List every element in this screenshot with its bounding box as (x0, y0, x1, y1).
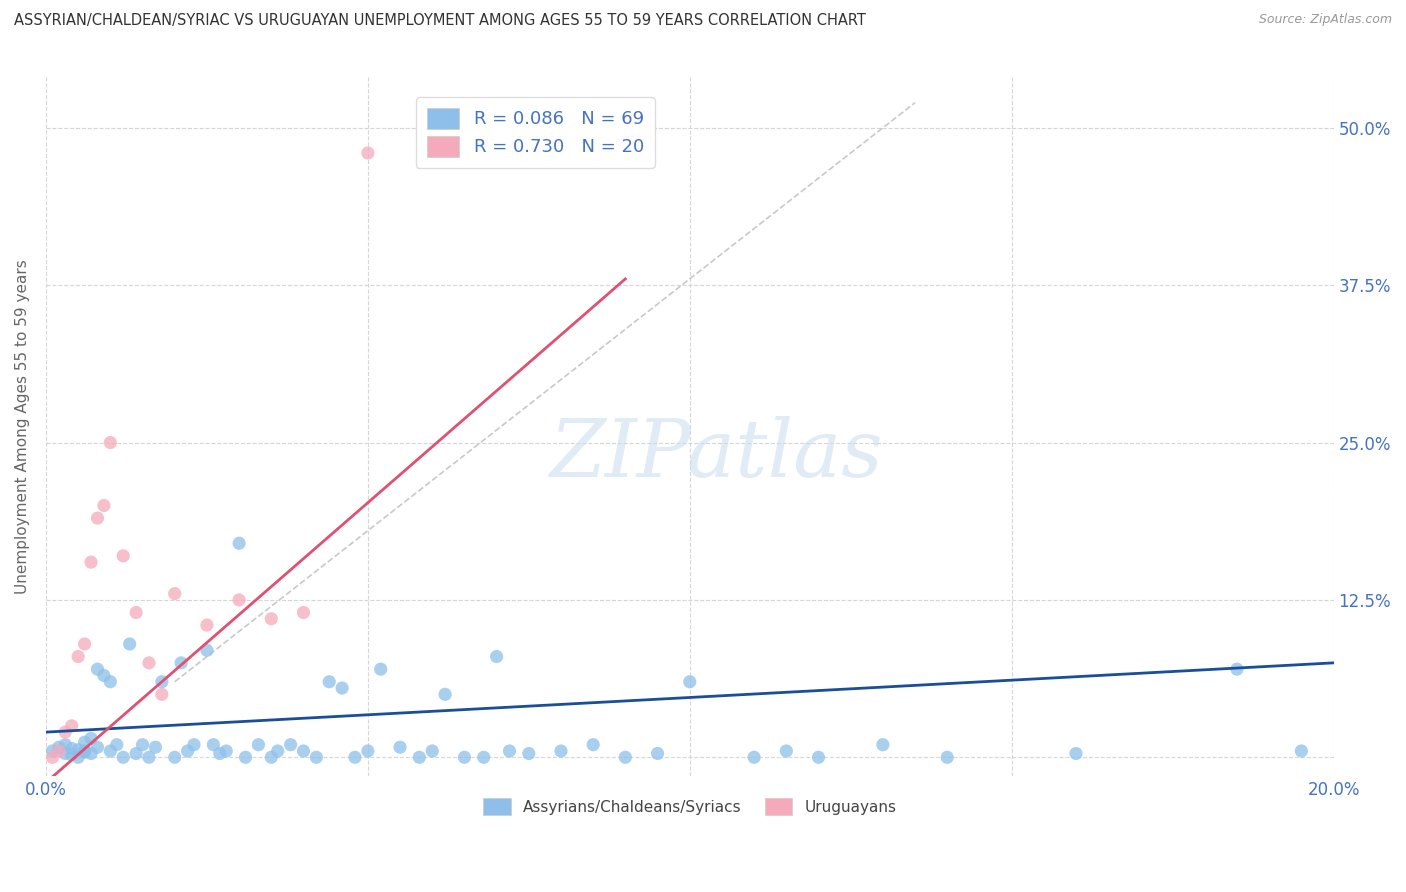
Point (86, 511, 108, 525)
Point (48, 744, 70, 758)
Point (98, 674, 121, 689)
Point (292, 744, 315, 758)
Point (67, 649, 90, 664)
Point (73, 735, 96, 749)
Point (742, 750, 765, 764)
Point (357, 146, 380, 161)
Point (80, 747, 103, 761)
Point (105, 738, 128, 752)
Point (498, 744, 520, 758)
Point (125, 747, 148, 761)
Point (176, 744, 198, 758)
Point (60, 747, 83, 762)
Point (517, 747, 540, 761)
Point (60, 719, 83, 733)
Point (235, 750, 257, 764)
Point (647, 747, 669, 761)
Point (260, 612, 283, 626)
Point (86, 662, 108, 676)
Point (41, 744, 63, 758)
Point (582, 738, 605, 752)
Legend: Assyrians/Chaldeans/Syriacs, Uruguayans: Assyrians/Chaldeans/Syriacs, Uruguayans (474, 789, 905, 824)
Point (280, 738, 302, 752)
Point (125, 606, 148, 620)
Text: Source: ZipAtlas.com: Source: ZipAtlas.com (1258, 13, 1392, 27)
Point (247, 738, 270, 752)
Point (53, 725, 76, 739)
Point (228, 536, 250, 550)
Point (163, 750, 186, 764)
Point (343, 750, 366, 764)
Point (1226, 662, 1249, 676)
Point (614, 750, 637, 764)
Point (150, 674, 173, 689)
Point (73, 637, 96, 651)
Point (183, 738, 205, 752)
Text: ZIPatlas: ZIPatlas (548, 416, 882, 493)
Point (202, 738, 225, 752)
Point (67, 750, 90, 764)
Point (434, 687, 457, 701)
Point (420, 744, 443, 758)
Point (370, 662, 392, 676)
Point (53, 738, 76, 752)
Point (215, 744, 238, 758)
Point (80, 555, 103, 569)
Point (48, 740, 70, 755)
Point (118, 637, 141, 651)
Point (305, 750, 328, 764)
Point (408, 750, 430, 764)
Point (485, 649, 508, 664)
Point (775, 744, 797, 758)
Point (872, 738, 894, 752)
Y-axis label: Unemployment Among Ages 55 to 59 years: Unemployment Among Ages 55 to 59 years (15, 260, 30, 594)
Point (292, 606, 315, 620)
Point (73, 744, 96, 758)
Point (98, 435, 121, 450)
Point (138, 656, 160, 670)
Point (138, 750, 160, 764)
Point (1064, 747, 1087, 761)
Point (131, 738, 153, 752)
Point (73, 745, 96, 759)
Point (472, 750, 495, 764)
Point (86, 740, 108, 755)
Point (330, 681, 353, 695)
Point (267, 744, 290, 758)
Point (98, 744, 121, 758)
Point (318, 674, 340, 689)
Point (807, 750, 830, 764)
Point (93, 499, 115, 513)
Point (112, 750, 135, 764)
Point (67, 743, 90, 757)
Point (145, 740, 167, 755)
Point (53, 747, 76, 761)
Point (453, 750, 475, 764)
Point (357, 744, 380, 758)
Point (150, 687, 173, 701)
Point (936, 750, 959, 764)
Point (195, 643, 218, 657)
Point (60, 741, 83, 756)
Point (163, 586, 186, 600)
Point (1291, 744, 1313, 758)
Point (170, 656, 193, 670)
Point (195, 618, 218, 632)
Point (228, 593, 250, 607)
Point (112, 549, 135, 563)
Point (550, 744, 572, 758)
Point (208, 747, 231, 761)
Point (80, 731, 103, 746)
Point (93, 668, 115, 682)
Point (679, 674, 702, 689)
Text: ASSYRIAN/CHALDEAN/SYRIAC VS URUGUAYAN UNEMPLOYMENT AMONG AGES 55 TO 59 YEARS COR: ASSYRIAN/CHALDEAN/SYRIAC VS URUGUAYAN UN… (14, 13, 866, 29)
Point (260, 750, 283, 764)
Point (41, 750, 63, 764)
Point (389, 740, 412, 755)
